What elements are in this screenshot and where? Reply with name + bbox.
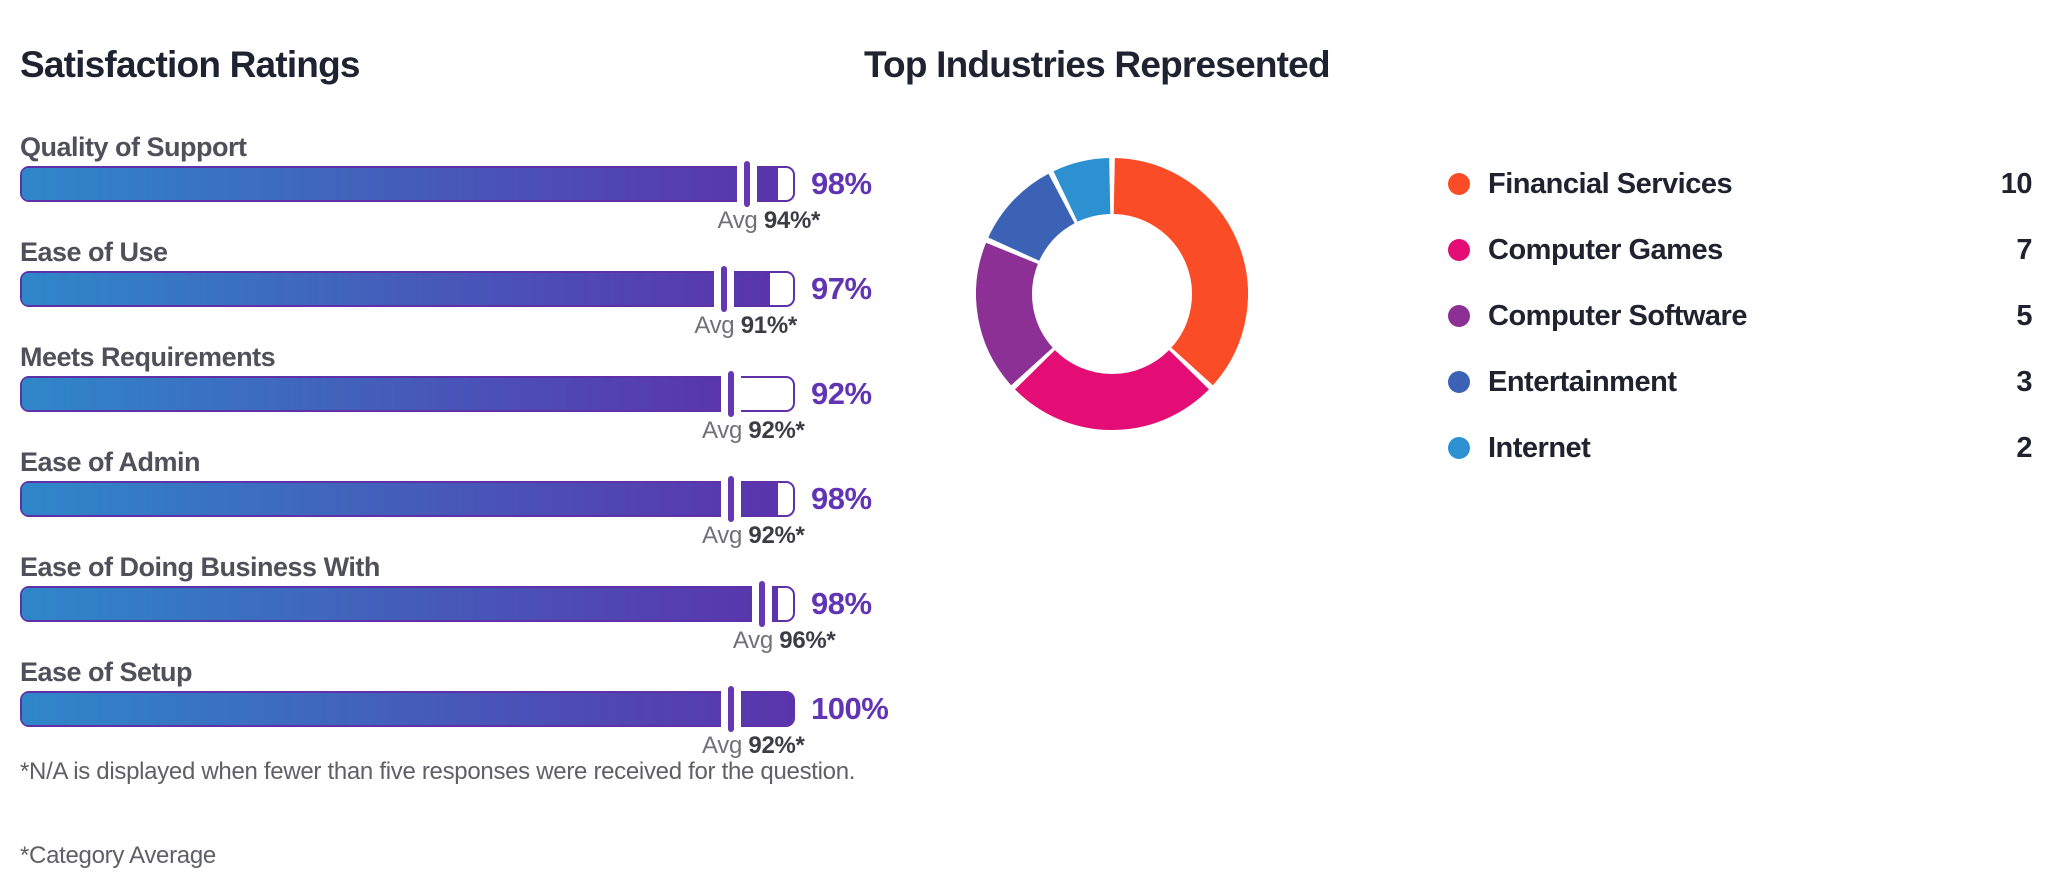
donut-slice xyxy=(988,173,1076,262)
bar-track: 92% Avg 92%* xyxy=(20,375,872,444)
avg-marker xyxy=(721,480,742,518)
legend-item: Computer Software 5 xyxy=(1448,283,2032,349)
satisfaction-ratings-title: Satisfaction Ratings xyxy=(20,44,360,85)
bar-fill xyxy=(22,378,732,410)
avg-marker xyxy=(721,375,742,413)
bar-row: Ease of Setup 100% Avg 92%* xyxy=(20,655,920,759)
legend-value: 2 xyxy=(2016,431,2032,464)
legend-item: Entertainment 3 xyxy=(1448,349,2032,415)
avg-label: Avg 96%* xyxy=(732,627,836,654)
avg-label: Avg 92%* xyxy=(702,522,805,549)
donut-slice xyxy=(1112,158,1248,386)
donut-slice xyxy=(976,242,1054,386)
bar-row: Ease of Doing Business With 98% Avg 96%* xyxy=(20,550,920,654)
avg-label: Avg 91%* xyxy=(694,312,797,339)
avg-marker xyxy=(721,690,742,728)
bar-value: 97% xyxy=(811,271,872,306)
bar-value: 98% xyxy=(811,166,872,201)
legend-dot xyxy=(1448,371,1470,393)
avg-label: Avg 94%* xyxy=(717,207,821,234)
legend-item: Internet 2 xyxy=(1448,415,2032,481)
legend-item: Financial Services 10 xyxy=(1448,151,2033,217)
footnote-category-average: *Category Average xyxy=(20,842,216,869)
legend-value: 10 xyxy=(2000,167,2033,200)
legend-value: 3 xyxy=(2016,365,2032,398)
bar-value: 98% xyxy=(811,481,872,516)
bar-value: 100% xyxy=(811,691,889,726)
legend-label: Computer Software xyxy=(1488,299,1747,332)
bar-label: Ease of Doing Business With xyxy=(20,552,380,582)
bar-fill xyxy=(22,693,793,725)
avg-label: Avg 92%* xyxy=(702,417,805,444)
bar-label: Ease of Admin xyxy=(20,447,201,477)
bar-row: Quality of Support 98% Avg 94%* xyxy=(20,130,920,234)
legend-label: Entertainment xyxy=(1488,365,1677,398)
bar-row: Meets Requirements 92% Avg 92%* xyxy=(20,340,920,444)
legend-value: 7 xyxy=(2016,233,2032,266)
bar-track: 98% Avg 96%* xyxy=(20,585,872,654)
industries-donut-chart xyxy=(976,158,1248,430)
bar-label: Meets Requirements xyxy=(20,342,276,372)
bar-fill xyxy=(22,588,778,620)
bar-fill xyxy=(22,168,778,200)
bar-fill xyxy=(22,483,778,515)
bar-label: Quality of Support xyxy=(20,132,247,162)
footnote-na: *N/A is displayed when fewer than five r… xyxy=(20,758,856,785)
bar-track: 98% Avg 94%* xyxy=(20,165,872,234)
avg-marker xyxy=(752,585,773,623)
legend-label: Financial Services xyxy=(1488,167,1733,200)
bar-track: 98% Avg 92%* xyxy=(20,480,872,549)
legend-value: 5 xyxy=(2016,299,2032,332)
avg-label: Avg 92%* xyxy=(702,732,805,759)
bar-label: Ease of Use xyxy=(20,237,168,267)
legend-dot xyxy=(1448,305,1470,327)
donut-slice xyxy=(1015,349,1209,430)
bar-row: Ease of Admin 98% Avg 92%* xyxy=(20,445,920,549)
top-industries-title: Top Industries Represented xyxy=(864,44,1331,85)
bar-label: Ease of Setup xyxy=(20,657,193,687)
bar-track: 97% Avg 91%* xyxy=(20,270,872,339)
legend-dot xyxy=(1448,239,1470,261)
legend-item: Computer Games 7 xyxy=(1448,217,2032,283)
donut-slice xyxy=(1053,158,1112,223)
legend-label: Internet xyxy=(1488,431,1591,464)
legend-label: Computer Games xyxy=(1488,233,1723,266)
avg-marker xyxy=(736,165,757,203)
bar-row: Ease of Use 97% Avg 91%* xyxy=(20,235,920,339)
bar-fill xyxy=(22,273,770,305)
legend-dot xyxy=(1448,437,1470,459)
legend-dot xyxy=(1448,173,1470,195)
industries-legend: Financial Services 10 Computer Games 7 C… xyxy=(1448,151,2033,481)
bar-value: 92% xyxy=(811,376,872,411)
bar-value: 98% xyxy=(811,586,872,621)
avg-marker xyxy=(713,270,734,308)
bar-track: 100% Avg 92%* xyxy=(20,690,889,759)
